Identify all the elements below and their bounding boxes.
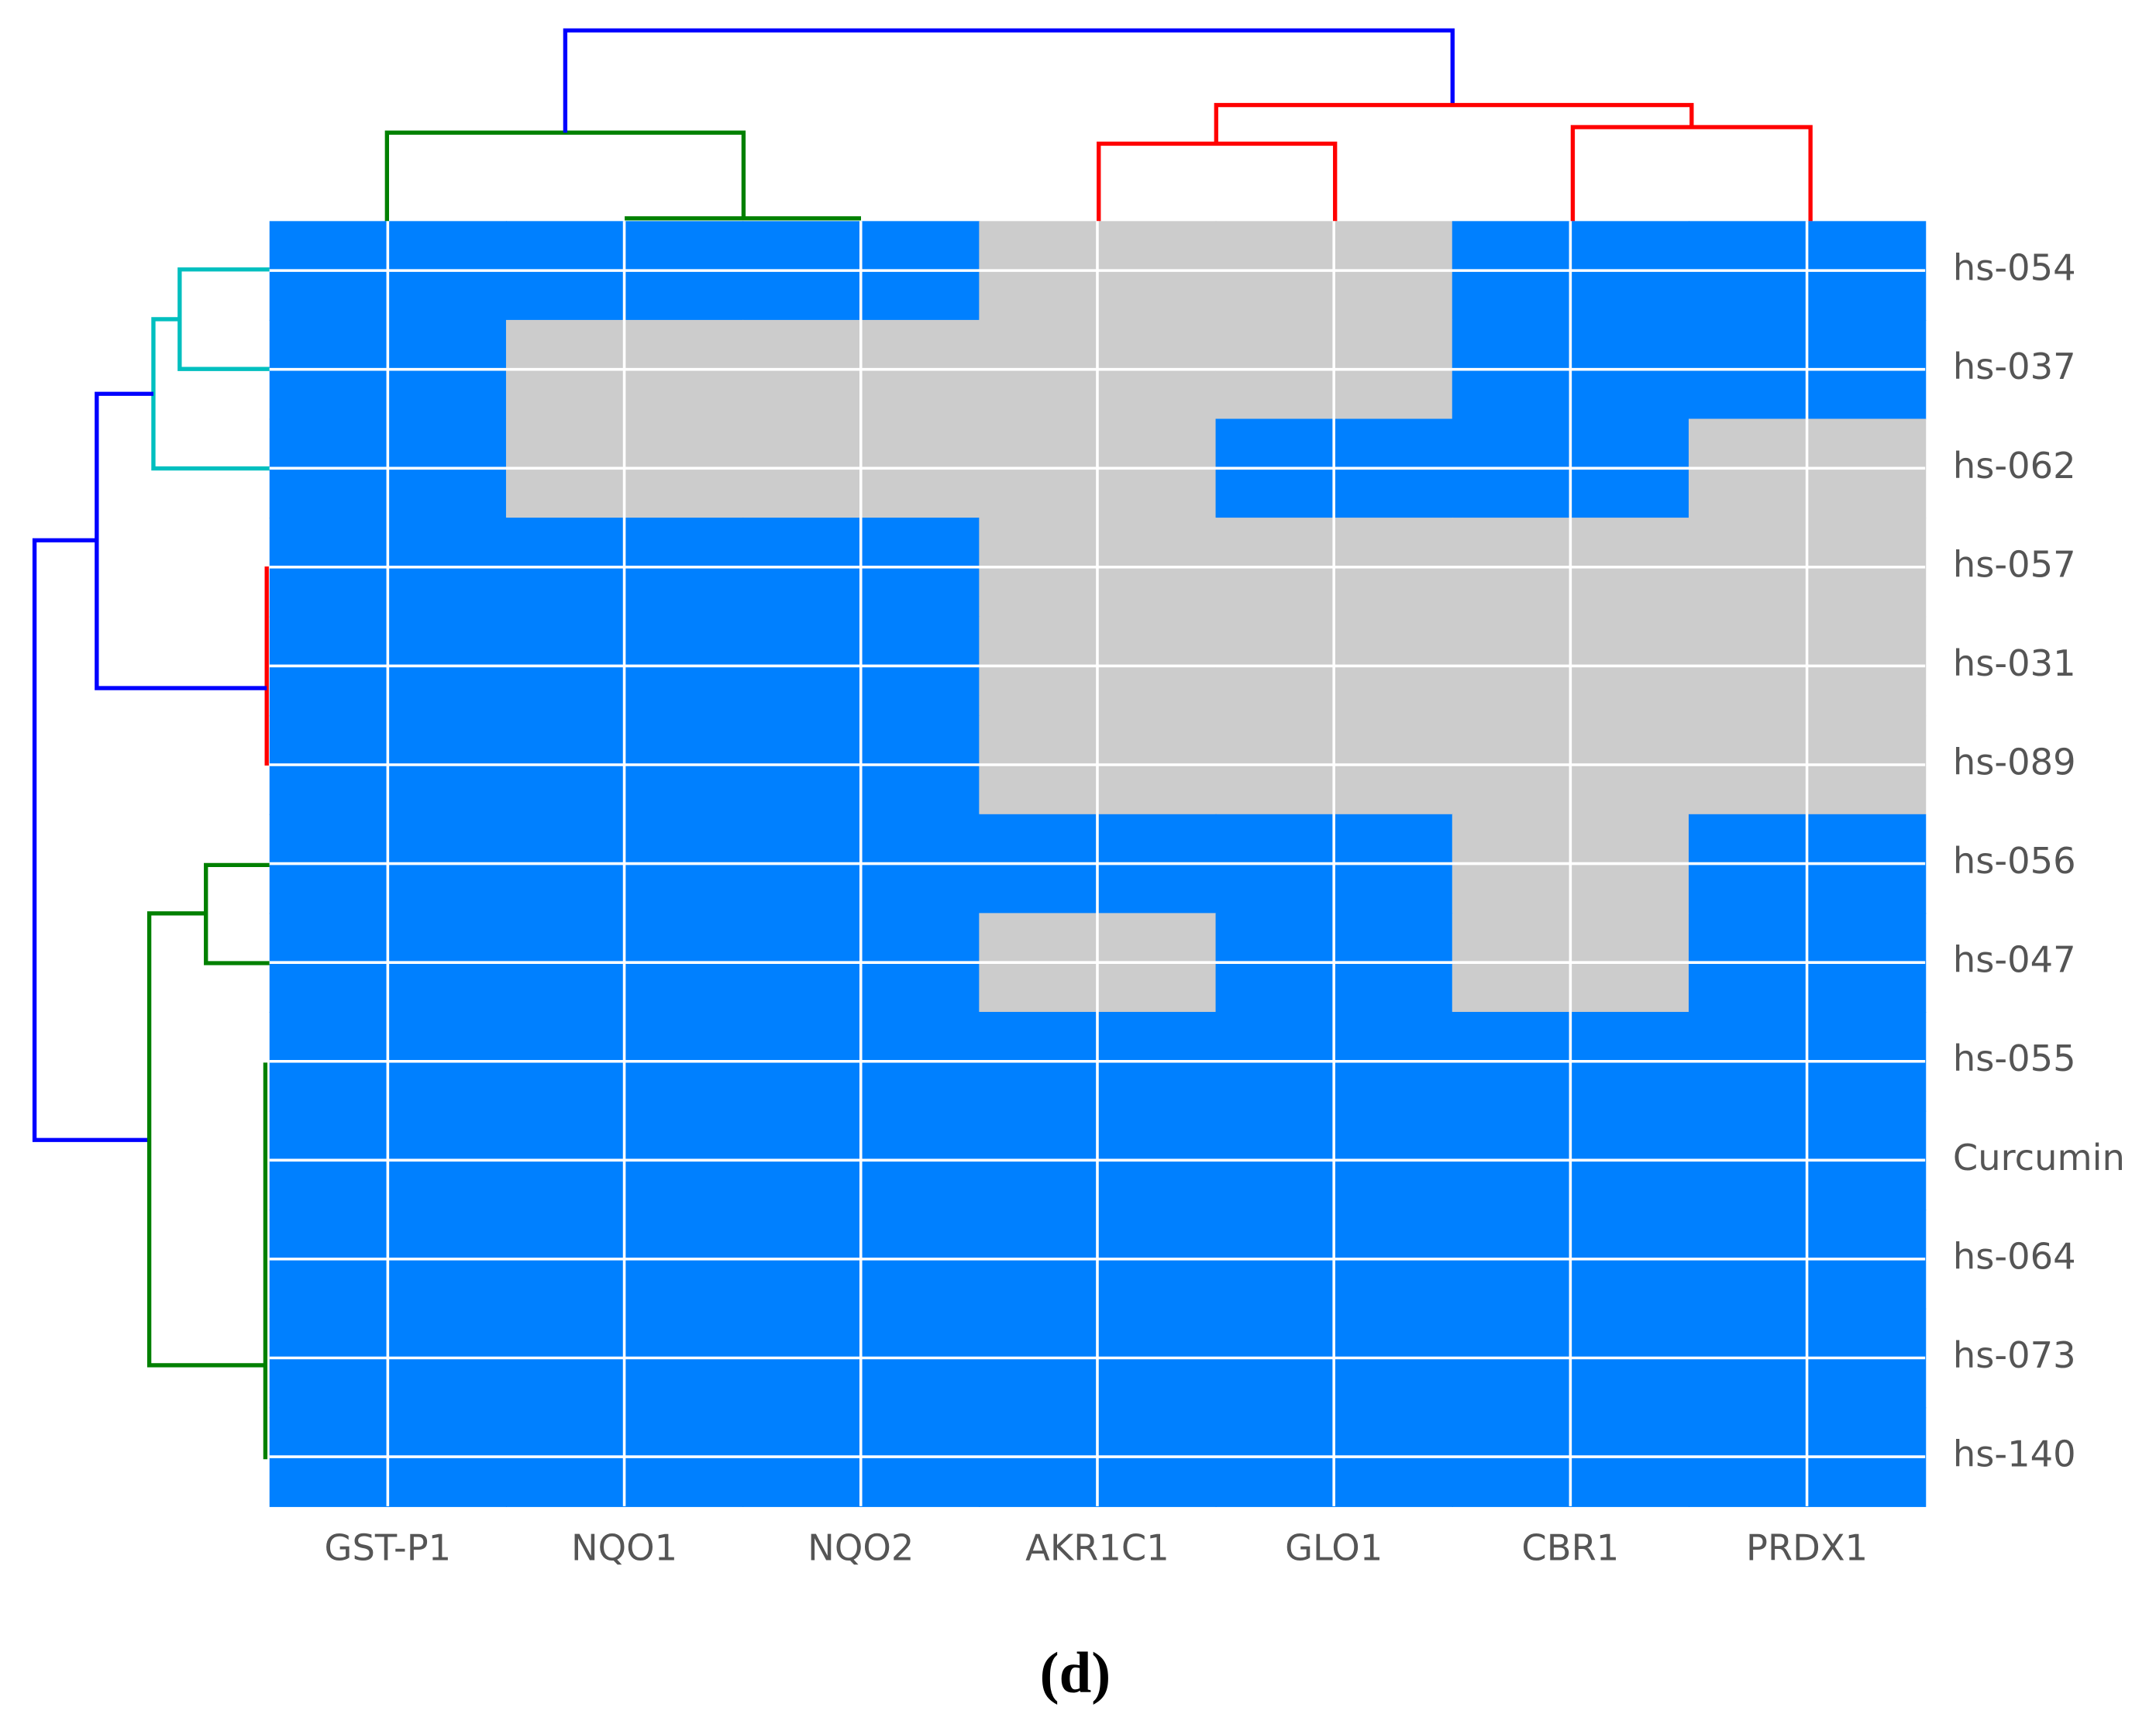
column-label: GLO1 (1285, 1526, 1383, 1568)
row-label: hs-055 (1953, 1038, 2076, 1079)
caption: (d) (1040, 1641, 1111, 1705)
dendrogram-branch (32, 391, 267, 1142)
column-label: CBR1 (1521, 1526, 1619, 1568)
dendrogram-branch (146, 862, 270, 1460)
row-label: hs-056 (1953, 840, 2076, 882)
row-label: hs-062 (1953, 445, 2076, 487)
column-label: PRDX1 (1746, 1526, 1868, 1568)
column-label: GST-P1 (325, 1526, 452, 1568)
row-label: hs-057 (1953, 543, 2076, 585)
heatmap (269, 221, 1927, 1507)
dendrogram-branch (151, 267, 270, 471)
row-label: hs-073 (1953, 1334, 2076, 1376)
row-label: hs-064 (1953, 1235, 2076, 1277)
dendrogram-branch (1097, 102, 1813, 222)
row-label: hs-031 (1953, 642, 2076, 684)
row-label: hs-140 (1953, 1433, 2076, 1475)
column-label: NQO1 (571, 1526, 677, 1568)
row-label: hs-089 (1953, 742, 2076, 783)
row-label: hs-037 (1953, 346, 2076, 387)
column-label: NQO2 (808, 1526, 914, 1568)
row-label: Curcumin (1953, 1137, 2125, 1179)
row-label: hs-054 (1953, 247, 2076, 289)
row-label: hs-047 (1953, 939, 2076, 981)
dendrogram-branch (384, 130, 862, 222)
dendrogram-branch (563, 28, 1455, 133)
column-label: AKR1C1 (1025, 1526, 1169, 1568)
column-dendrogram (384, 28, 1813, 222)
row-dendrogram (32, 267, 270, 1460)
